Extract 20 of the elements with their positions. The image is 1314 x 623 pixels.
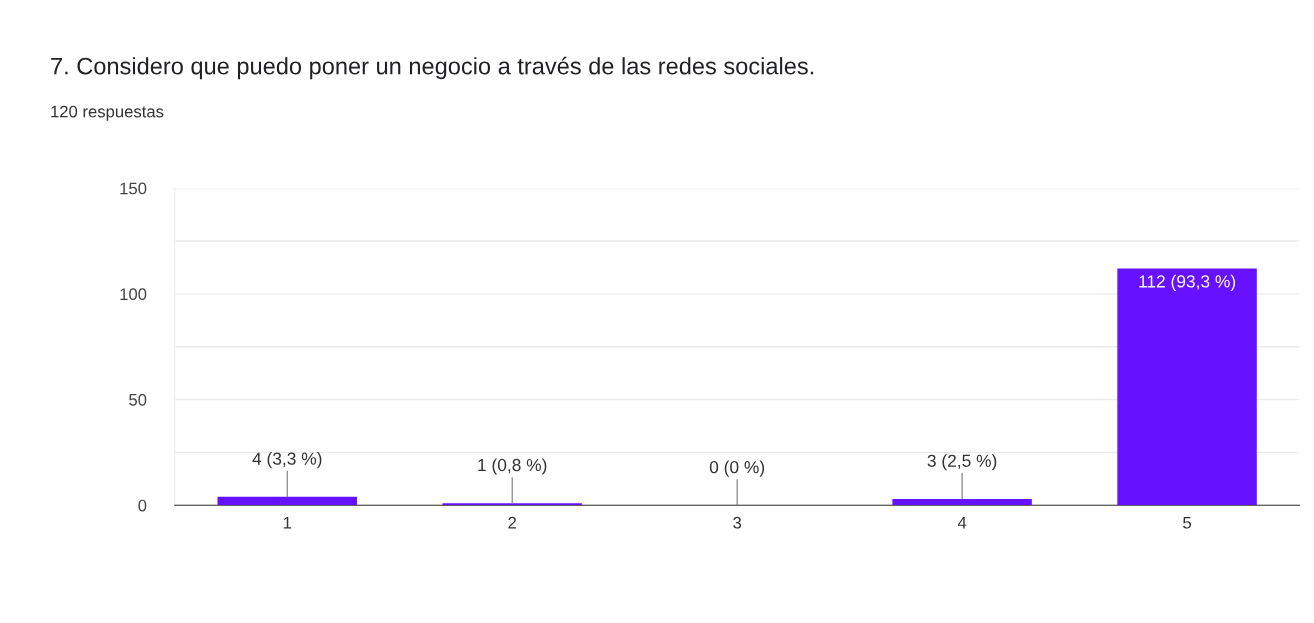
y-tick-label: 0: [138, 499, 147, 512]
x-tick-label: 3: [733, 516, 742, 529]
x-tick-label: 5: [1183, 516, 1191, 529]
bar: [1117, 268, 1257, 506]
data-label: 4 (3,3 %): [252, 452, 322, 469]
data-label: 1 (0,8 %): [478, 458, 547, 475]
bar: [217, 496, 357, 506]
data-label: 112 (93,3 %): [1139, 274, 1236, 291]
y-tick-label: 50: [129, 393, 147, 406]
x-tick-label: 4: [957, 516, 967, 529]
y-tick-label: 150: [120, 182, 147, 195]
x-tick-label: 1: [283, 516, 292, 529]
x-tick-label: 2: [508, 516, 516, 529]
bar: [442, 503, 582, 506]
chart-title: 7. Considero que puedo poner un negocio a través de las redes sociales.: [51, 56, 814, 80]
chart-subtitle: 120 respuestas: [51, 105, 164, 121]
data-label: 0 (0 %): [709, 460, 765, 477]
data-label: 3 (2,5 %): [927, 454, 997, 471]
bar: [892, 498, 1032, 506]
y-tick-label: 100: [120, 288, 147, 301]
